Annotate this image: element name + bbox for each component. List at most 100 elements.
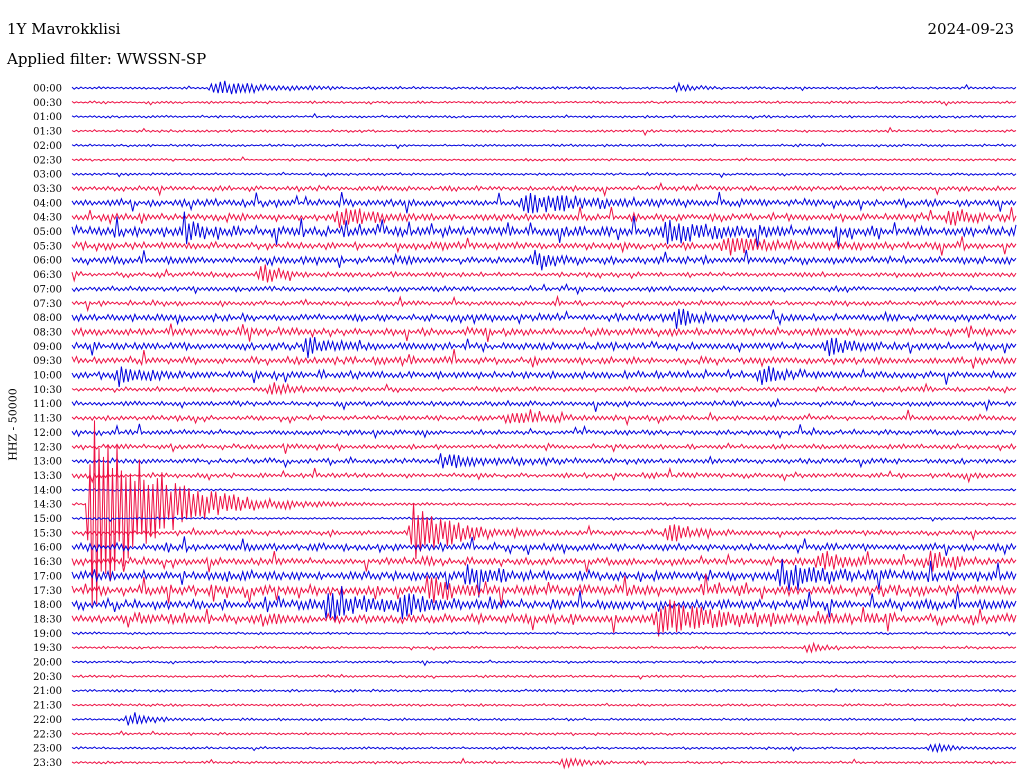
filter-label: Applied filter: WWSSN-SP [7, 50, 207, 68]
row-time-label: 11:30 [33, 414, 62, 425]
row-time-label: 17:00 [33, 571, 62, 582]
row-time-label: 06:30 [33, 270, 62, 281]
date-label: 2024-09-23 [927, 20, 1014, 38]
seismic-trace-row [71, 112, 1017, 120]
row-time-label: 15:30 [33, 528, 62, 539]
seismic-trace-row [71, 264, 1017, 283]
seismic-trace-row [71, 730, 1017, 737]
seismic-trace-row [71, 323, 1017, 342]
row-time-label: 22:30 [33, 729, 62, 740]
seismic-trace-row [71, 409, 1017, 427]
seismic-trace-row [71, 337, 1017, 359]
row-time-label: 17:30 [33, 586, 62, 597]
seismic-trace-row [71, 191, 1017, 214]
row-time-label: 12:30 [33, 442, 62, 453]
row-time-label: 13:00 [33, 457, 62, 468]
seismic-trace-row [71, 420, 1017, 606]
row-time-label: 01:00 [33, 112, 62, 123]
row-time-label: 20:00 [33, 658, 62, 669]
seismic-trace-row [71, 757, 1017, 770]
seismic-trace-row [71, 453, 1017, 469]
seismic-trace-row [71, 442, 1017, 454]
seismic-trace-row [71, 586, 1017, 622]
seismic-trace-row [71, 249, 1017, 271]
seismic-trace-row [71, 211, 1017, 249]
seismic-trace-row [71, 206, 1017, 228]
seismic-trace-row [71, 573, 1017, 607]
seismic-trace-row [71, 536, 1017, 556]
seismic-trace-row [71, 397, 1017, 412]
seismic-trace-row [71, 559, 1017, 598]
seismic-trace-row [71, 630, 1017, 637]
seismic-trace-row [71, 641, 1017, 654]
seismic-trace-row [71, 702, 1017, 708]
seismic-trace-row [71, 294, 1017, 313]
seismic-trace-row [71, 466, 1017, 484]
row-time-label: 05:30 [33, 241, 62, 252]
seismic-trace-row [71, 126, 1017, 137]
row-time-label: 23:00 [33, 744, 62, 755]
seismic-trace-row [71, 156, 1017, 162]
station-title: 1Y Mavrokklisi [7, 20, 121, 38]
row-time-label: 02:00 [33, 141, 62, 152]
row-time-label: 07:00 [33, 284, 62, 295]
row-time-label: 14:30 [33, 500, 62, 511]
seismic-trace-row [71, 171, 1017, 179]
row-time-label: 18:00 [33, 600, 62, 611]
seismic-trace-row [71, 236, 1017, 256]
row-time-label: 15:00 [33, 514, 62, 525]
row-time-label: 20:30 [33, 672, 62, 683]
seismic-trace-row [71, 423, 1017, 440]
seismic-trace-row [71, 550, 1017, 573]
seismic-trace-row [71, 687, 1017, 693]
row-time-label: 09:30 [33, 356, 62, 367]
seismic-trace-row [71, 516, 1017, 523]
row-time-label: 02:30 [33, 155, 62, 166]
row-time-label: 13:30 [33, 471, 62, 482]
seismic-trace-row [71, 80, 1017, 95]
row-time-label: 11:00 [33, 399, 62, 410]
seismic-trace-row [71, 673, 1017, 680]
row-time-label: 00:00 [33, 84, 62, 95]
seismic-trace-row [71, 599, 1017, 637]
seismic-trace-row [71, 712, 1017, 726]
row-time-label: 18:30 [33, 614, 62, 625]
seismic-trace-row [71, 502, 1017, 560]
seismic-trace-row [71, 382, 1017, 396]
seismic-trace-row [71, 487, 1017, 492]
row-time-label: 22:00 [33, 715, 62, 726]
row-time-label: 21:00 [33, 686, 62, 697]
row-time-label: 03:30 [33, 184, 62, 195]
row-time-label: 07:30 [33, 299, 62, 310]
row-time-label: 08:30 [33, 327, 62, 338]
seismic-trace-row [71, 349, 1017, 369]
row-time-label: 06:00 [33, 256, 62, 267]
seismic-trace-row [71, 742, 1017, 754]
row-time-label: 14:00 [33, 485, 62, 496]
row-time-label: 03:00 [33, 170, 62, 181]
row-time-label: 10:30 [33, 385, 62, 396]
seismic-trace-row [71, 308, 1017, 329]
row-time-label: 16:00 [33, 543, 62, 554]
row-time-label: 19:30 [33, 643, 62, 654]
row-time-label: 10:00 [33, 371, 62, 382]
row-time-label: 21:30 [33, 701, 62, 712]
row-time-label: 19:00 [33, 629, 62, 640]
row-time-label: 01:30 [33, 127, 62, 138]
seismic-trace-row [71, 181, 1017, 198]
row-time-label: 08:00 [33, 313, 62, 324]
row-time-label: 16:30 [33, 557, 62, 568]
seismic-trace-row [71, 100, 1017, 107]
seismic-trace-row [71, 365, 1017, 388]
row-time-label: 12:00 [33, 428, 62, 439]
row-time-label: 00:30 [33, 98, 62, 109]
seismic-trace-row [71, 659, 1017, 667]
row-time-label: 23:30 [33, 758, 62, 769]
seismic-trace-row [71, 282, 1017, 296]
seismic-trace-row [71, 142, 1017, 150]
row-time-label: 04:00 [33, 198, 62, 209]
row-time-label: 09:00 [33, 342, 62, 353]
row-time-label: 05:00 [33, 227, 62, 238]
row-time-label: 04:30 [33, 213, 62, 224]
